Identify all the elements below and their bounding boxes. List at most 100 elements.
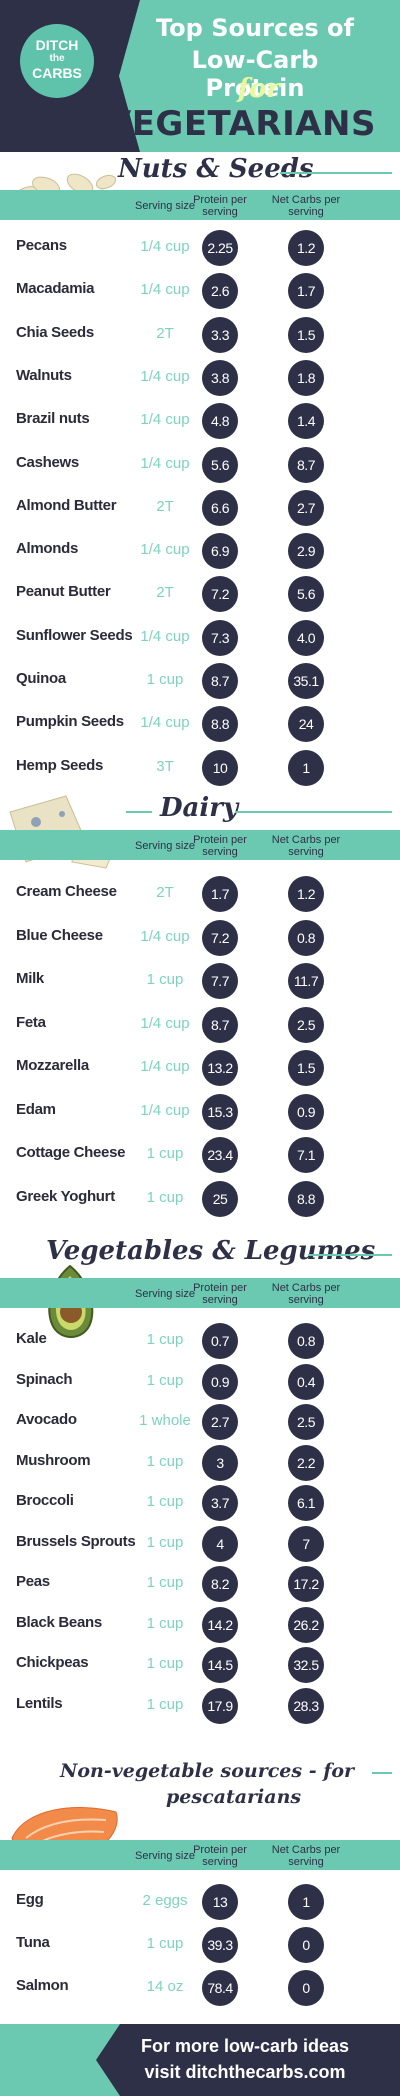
food-name: Spinach (16, 1370, 73, 1388)
title-line2: Low-Carb Protein (191, 46, 319, 102)
column-header-serving: Serving size (135, 1288, 195, 1300)
serving-size: 1 cup (146, 1188, 184, 1206)
column-header-serving: Serving size (135, 840, 195, 852)
food-name: Brazil nuts (16, 410, 90, 428)
protein-value-badge: 2.7 (202, 1404, 238, 1440)
table-row: Sunflower Seeds 1/4 cup 7.3 4.0 (0, 618, 400, 656)
serving-size: 1/4 cup (140, 281, 190, 299)
table-row: Peas 1 cup 8.2 17.2 (0, 1564, 400, 1602)
protein-value-badge: 25 (202, 1180, 238, 1217)
table-row: Broccoli 1 cup 3.7 6.1 (0, 1483, 400, 1521)
protein-value-badge: 2.6 (202, 273, 238, 310)
food-name: Chickpeas (16, 1654, 89, 1671)
section-divider (280, 172, 392, 174)
food-name: Blue Cheese (16, 926, 103, 944)
table-row: Mushroom 1 cup 3 2.2 (0, 1443, 400, 1481)
table-row: Pecans 1/4 cup 2.25 1.2 (0, 228, 400, 266)
table-row: Avocado 1 whole 2.7 2.5 (0, 1402, 400, 1440)
net-carbs-value-badge: 4.0 (288, 619, 324, 656)
net-carbs-value-badge: 1 (288, 1884, 324, 1920)
footer-link[interactable]: visit ditchthecarbs.com (144, 2062, 346, 2082)
net-carbs-value-badge: 2.5 (288, 1006, 324, 1043)
net-carbs-value-badge: 35.1 (288, 663, 324, 699)
food-name: Milk (16, 970, 44, 987)
table-row: Quinoa 1 cup 8.7 35.1 (0, 661, 400, 699)
protein-value-badge: 1.7 (202, 876, 238, 912)
column-header-band: Serving size Protein per serving Net Carbs… (0, 830, 400, 860)
table-row: Lentils 1 cup 17.9 28.3 (0, 1686, 400, 1724)
section-divider-left (126, 811, 152, 813)
column-header-protein: Protein per serving (193, 1282, 247, 1306)
section-title: Non-vegetable sources - for (60, 1760, 355, 1782)
column-header-band: Serving size Protein per serving Net Carbs… (0, 190, 400, 220)
food-name: Feta (16, 1013, 46, 1031)
net-carbs-value-badge: 0.8 (288, 919, 324, 956)
net-carbs-value-badge: 1.8 (288, 359, 324, 396)
protein-value-badge: 14.2 (202, 1606, 238, 1643)
food-name: Hemp Seeds (16, 756, 104, 774)
table-row: Macadamia 1/4 cup 2.6 1.7 (0, 271, 400, 310)
ditch-the-carbs-logo[interactable]: DITCH the CARBS (20, 24, 94, 98)
section-title-line2: pescatarians (166, 1786, 302, 1808)
net-carbs-value-badge: 7.1 (288, 1137, 324, 1173)
net-carbs-value-badge: 0.4 (288, 1363, 324, 1400)
footer-line1: For more low-carb ideas (140, 2036, 350, 2056)
serving-size: 1 cup (146, 1371, 184, 1389)
net-carbs-value-badge: 0 (288, 1927, 324, 1963)
protein-value-badge: 0.9 (202, 1363, 238, 1400)
table-row: Blue Cheese 1/4 cup 7.2 0.8 (0, 918, 400, 956)
net-carbs-value-badge: 1.2 (288, 876, 324, 912)
protein-value-badge: 0.7 (202, 1323, 238, 1359)
food-name: Almonds (16, 540, 79, 558)
section-divider (372, 1772, 392, 1774)
net-carbs-value-badge: 28.3 (288, 1687, 324, 1724)
food-name: Macadamia (16, 280, 95, 298)
protein-value-badge: 2.25 (202, 230, 238, 266)
protein-value-badge: 23.4 (202, 1137, 238, 1173)
serving-size: 1/4 cup (140, 367, 190, 385)
serving-size: 1 cup (146, 671, 184, 688)
net-carbs-value-badge: 0.8 (288, 1323, 324, 1359)
serving-size: 3T (156, 757, 174, 775)
table-row: Almonds 1/4 cup 6.9 2.9 (0, 531, 400, 570)
serving-size: 1/4 cup (140, 1058, 190, 1075)
serving-size: 1 cup (146, 1695, 184, 1713)
title-vegetarians: VEGETARIANS (104, 104, 376, 144)
table-row: Kale 1 cup 0.7 0.8 (0, 1321, 400, 1359)
table-row: Walnuts 1/4 cup 3.8 1.8 (0, 358, 400, 396)
column-header-carbs: Net Carbs per serving (271, 194, 341, 218)
serving-size: 1/4 cup (140, 541, 190, 559)
table-row: Milk 1 cup 7.7 11.7 (0, 961, 400, 999)
food-name: Tuna (16, 1934, 50, 1951)
serving-size: 1/4 cup (140, 1014, 190, 1032)
food-name: Quinoa (16, 670, 66, 687)
table-row: Edam 1/4 cup 15.3 0.9 (0, 1092, 400, 1130)
net-carbs-value-badge: 7 (288, 1525, 324, 1562)
net-carbs-value-badge: 8.8 (288, 1180, 324, 1217)
protein-value-badge: 8.7 (202, 663, 238, 699)
protein-value-badge: 8.2 (202, 1566, 238, 1602)
serving-size: 1/4 cup (140, 454, 190, 472)
serving-size: 2T (156, 884, 174, 901)
net-carbs-value-badge: 1.7 (288, 273, 324, 310)
serving-size: 1 cup (146, 1331, 184, 1348)
net-carbs-value-badge: 1.5 (288, 316, 324, 353)
net-carbs-value-badge: 2.7 (288, 489, 324, 526)
food-name: Mushroom (16, 1451, 91, 1469)
food-name: Edam (16, 1100, 56, 1118)
net-carbs-value-badge: 1.5 (288, 1050, 324, 1086)
serving-size: 1 cup (146, 971, 184, 988)
protein-value-badge: 7.2 (202, 919, 238, 956)
title-line1: Top Sources of (156, 14, 354, 42)
serving-size: 1 cup (146, 1452, 184, 1470)
food-name: Cream Cheese (16, 883, 117, 900)
section-divider (308, 1254, 392, 1256)
serving-size: 1 cup (146, 1574, 184, 1591)
table-row: Cottage Cheese 1 cup 23.4 7.1 (0, 1135, 400, 1173)
serving-size: 1/4 cup (140, 411, 190, 429)
protein-value-badge: 3.7 (202, 1485, 238, 1521)
section-divider (234, 811, 392, 813)
food-name: Peanut Butter (16, 583, 111, 601)
serving-size: 2 eggs (142, 1892, 188, 1909)
column-header-band: Serving size Protein per serving Net Carbs… (0, 1840, 400, 1870)
